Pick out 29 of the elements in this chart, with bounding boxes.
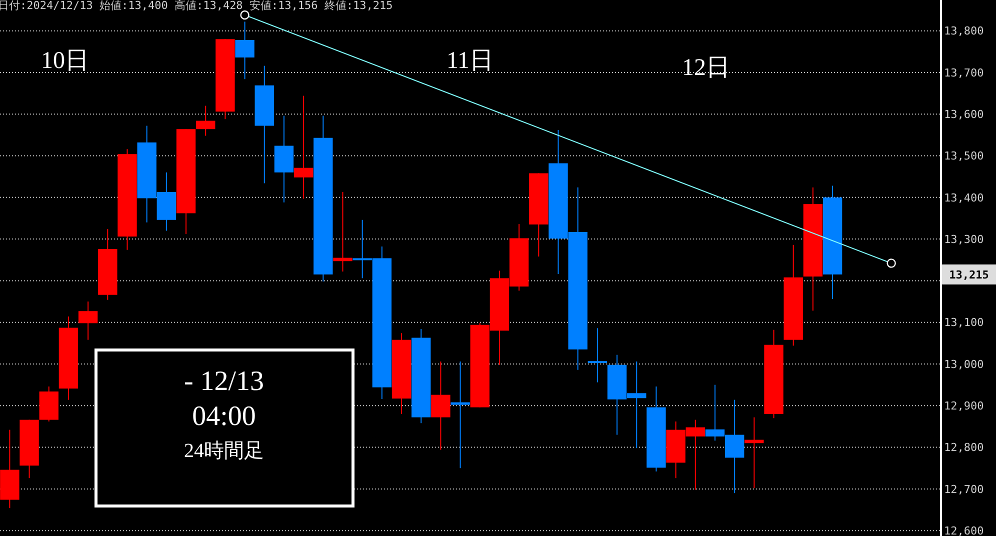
y-tick-label: 12,800 [944, 441, 984, 454]
y-tick-label: 13,400 [944, 191, 984, 204]
y-tick-label: 13,800 [944, 24, 984, 38]
y-tick-label: 12,600 [944, 524, 984, 536]
annotation: 11日 [446, 48, 494, 74]
candlestick [450, 361, 470, 469]
y-tick-label: 13,100 [944, 316, 984, 330]
annotation: - 12/13 [184, 366, 264, 397]
candlestick [333, 191, 352, 272]
candlestick [294, 95, 314, 200]
candlestick [235, 21, 254, 80]
y-tick-label: 12,900 [944, 399, 984, 412]
annotation: 12日 [682, 55, 730, 81]
candlestick [744, 416, 764, 489]
candlestick [588, 328, 608, 383]
y-tick-label: 13,700 [944, 66, 984, 80]
annotation: 04:00 [192, 401, 256, 432]
annotation: 10日 [41, 48, 89, 74]
y-tick-label: 13,500 [944, 150, 984, 163]
y-tick-label: 13,600 [944, 108, 984, 121]
candlestick [431, 361, 450, 450]
candlestick [78, 301, 98, 340]
text: 13,215 [949, 268, 989, 282]
y-tick-label: 12,700 [944, 482, 984, 496]
chart-title: 日付:2024/12/13 始値:13,400 高値:13,428 安値:13,156 終値:13,215 [0, 0, 393, 12]
y-tick-label: 13,000 [944, 358, 984, 371]
y-tick-label: 13,300 [944, 232, 984, 246]
candlestick [196, 105, 216, 136]
annotation: 24時間足 [184, 440, 264, 462]
